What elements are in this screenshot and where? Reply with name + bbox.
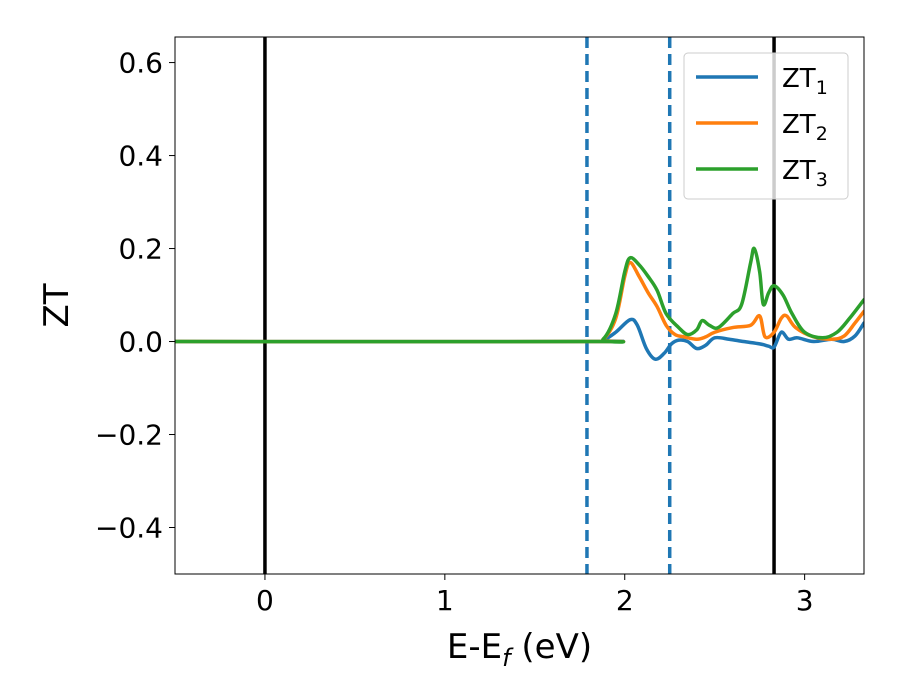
legend-label-3: ZT3: [782, 156, 828, 191]
x-axis-ticks: 0 1 2 3: [256, 574, 814, 617]
y-tick-label-4: 0.4: [118, 140, 163, 173]
legend-label-2: ZT2: [782, 110, 828, 145]
y-tick-label-3: 0.2: [118, 233, 163, 266]
plot-frame: [174, 36, 865, 575]
x-axis-label: E-Ef (eV): [447, 627, 592, 672]
legend: ZT1 ZT2 ZT3: [683, 52, 849, 200]
y-tick-label-0: −0.4: [95, 512, 163, 545]
y-tick-label-1: −0.2: [95, 419, 163, 452]
x-tick-label-3: 3: [796, 584, 814, 617]
x-tick-label-1: 1: [436, 584, 454, 617]
series-lines: [175, 246, 864, 362]
x-axis-label-main: E-E: [447, 627, 502, 667]
y-axis-ticks: −0.4 −0.2 0.0 0.2 0.4 0.6: [95, 47, 175, 545]
series-line-3: [175, 246, 864, 344]
y-tick-label-5: 0.6: [118, 47, 163, 80]
x-axis-label-suffix: (eV): [511, 627, 593, 667]
legend-box: [683, 52, 849, 200]
y-tick-label-2: 0.0: [118, 326, 163, 359]
legend-entries: ZT1 ZT2 ZT3: [696, 64, 828, 191]
series-line-1: [175, 317, 864, 362]
legend-label-1: ZT1: [782, 64, 828, 99]
y-axis-label: ZT: [37, 283, 77, 327]
x-tick-label-0: 0: [256, 584, 274, 617]
x-tick-label-2: 2: [616, 584, 634, 617]
